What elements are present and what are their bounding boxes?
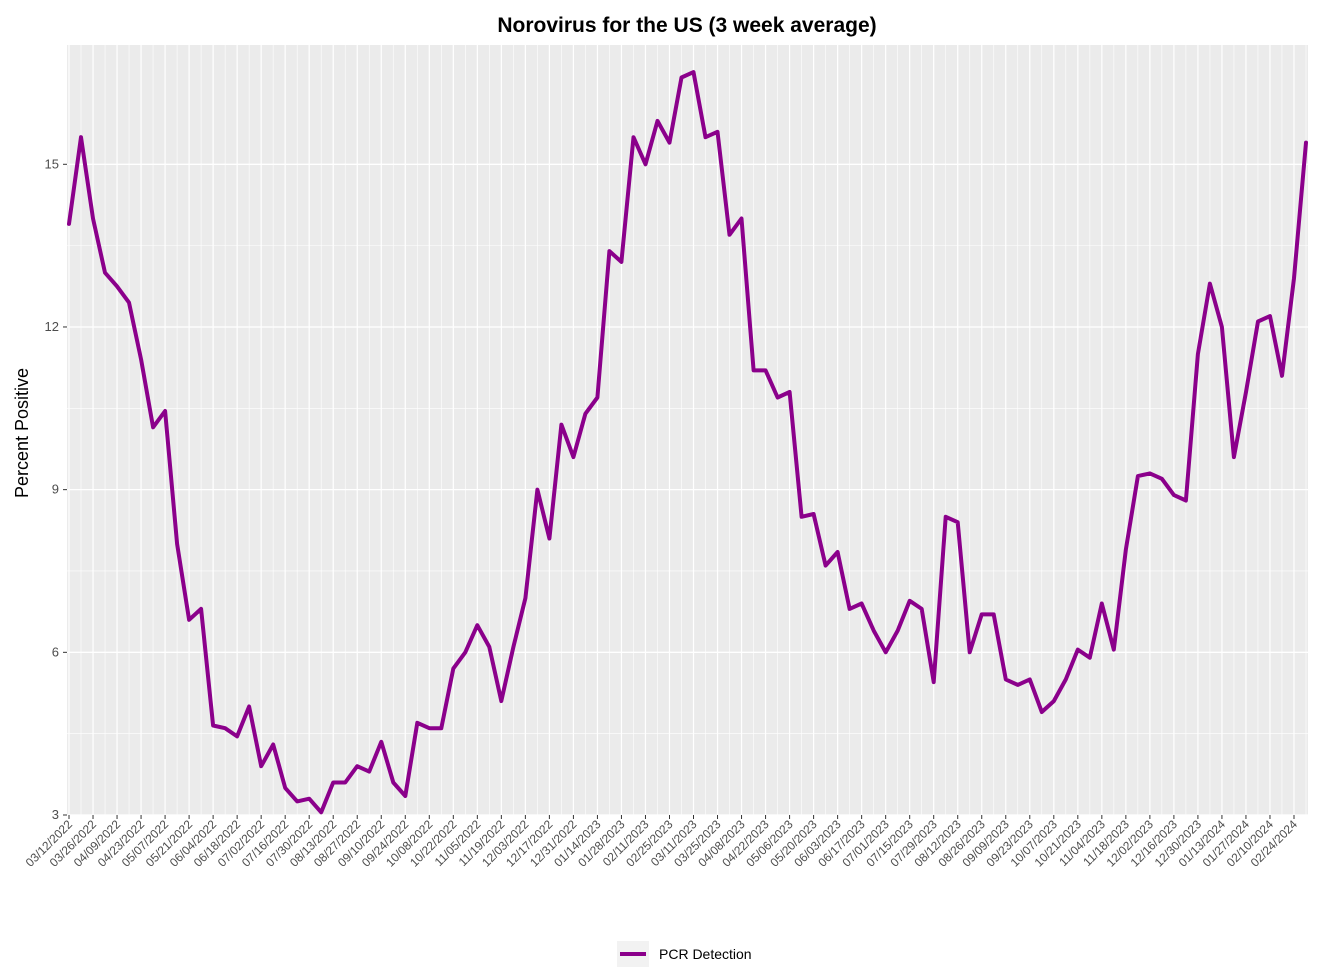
legend: PCR Detection (617, 941, 752, 967)
y-axis-ticks: 3 6 9 12 15 (45, 156, 67, 822)
legend-label-pcr-detection: PCR Detection (659, 946, 752, 962)
x-axis-ticks: 03/12/202203/26/202204/09/202204/23/2022… (23, 815, 1300, 870)
chart-title: Norovirus for the US (3 week average) (497, 14, 876, 37)
y-tick-label: 12 (45, 319, 59, 334)
major-y-gridlines (67, 163, 1308, 816)
y-axis-label: Percent Positive (12, 368, 32, 498)
major-x-gridlines (68, 45, 1295, 815)
y-tick-label: 3 (52, 807, 59, 822)
y-tick-label: 9 (52, 482, 59, 497)
series-layer (67, 70, 1308, 815)
plot-panel (67, 45, 1308, 815)
minor-y-gridlines (67, 245, 1308, 734)
y-tick-label: 15 (45, 156, 59, 171)
y-tick-label: 6 (52, 644, 59, 659)
series-line-pcr-detection (67, 70, 1308, 815)
